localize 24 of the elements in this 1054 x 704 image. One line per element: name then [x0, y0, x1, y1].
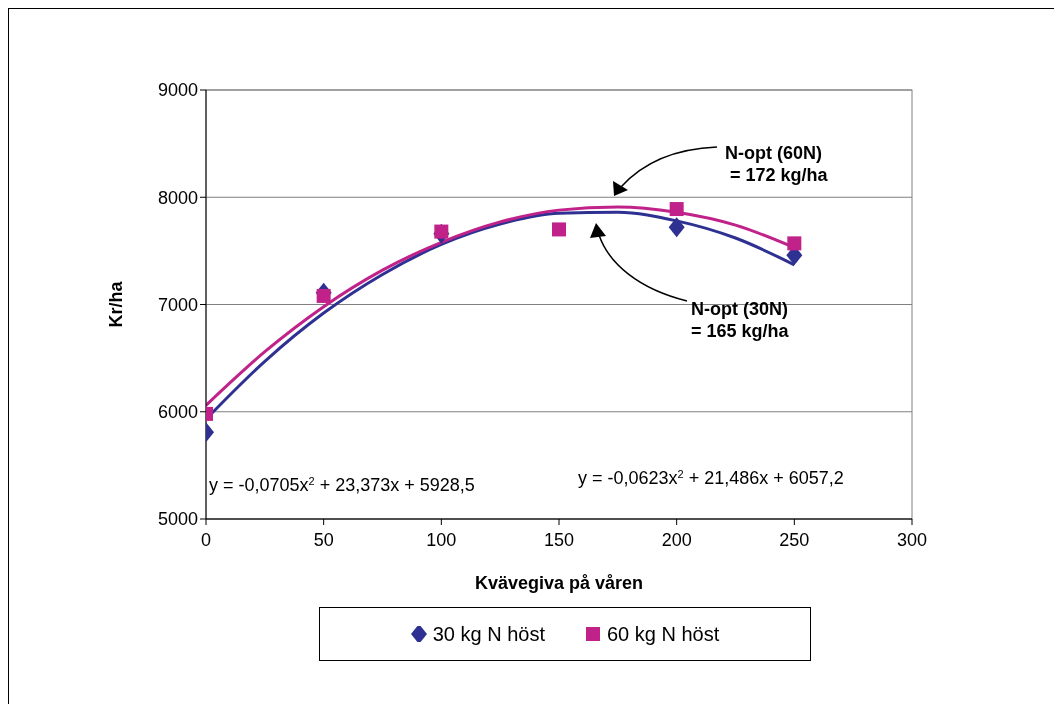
- x-axis-title: Kvävegiva på våren: [474, 573, 644, 593]
- annotation: y = -0,0623x$^{2}$ + 21,486x + 6057,2: [578, 468, 844, 488]
- x-tick-label: 0: [200, 529, 212, 550]
- y-tick-label: 6000: [157, 402, 198, 423]
- x-tick-label: 50: [313, 529, 334, 550]
- legend-label: 30 kg N höst: [432, 622, 545, 646]
- x-tick-label: 200: [661, 529, 692, 550]
- point: [669, 202, 684, 217]
- annotation: N-opt (60N) = 172 kg/ha: [725, 143, 829, 185]
- y-tick-label: 5000: [157, 509, 198, 530]
- x-tick-label: 250: [779, 529, 810, 550]
- x-tick-label: 300: [896, 529, 928, 550]
- point: [668, 217, 685, 238]
- y-tick-label: 7000: [157, 294, 198, 315]
- y-tick-label: 8000: [157, 187, 198, 208]
- x-tick-label: 150: [543, 529, 575, 550]
- annotation: y = -0,0705x$^{2}$ + 23,373x + 5928,5: [209, 475, 475, 495]
- annotation: N-opt (30N) = 165 kg/ha: [691, 299, 790, 341]
- legend-label: 60 kg N höst: [607, 622, 720, 646]
- x-tick-label: 100: [426, 529, 457, 550]
- y-axis-title: Kr/ha: [106, 280, 127, 328]
- point: [787, 236, 802, 251]
- point: [552, 222, 566, 237]
- y-tick-label: 9000: [157, 80, 198, 101]
